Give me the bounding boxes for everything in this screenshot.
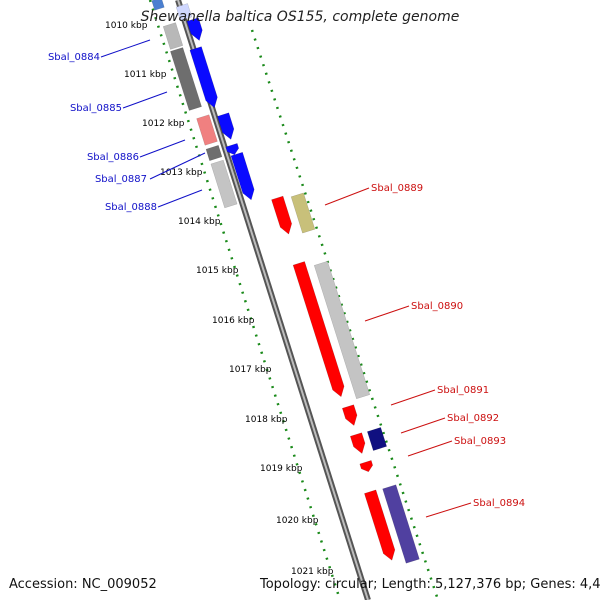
tick-label: 1016 kbp (212, 316, 255, 326)
gene-label[interactable]: Sbal_0891 (437, 385, 489, 396)
gc-bar (290, 192, 316, 234)
gc-bar (151, 0, 165, 11)
gc-bar (196, 114, 218, 146)
gc-bar (205, 144, 223, 162)
map-title: Shewanella baltica OS155, complete genom… (140, 9, 460, 25)
gc-bar (382, 484, 420, 564)
leader-lines-right (324, 187, 472, 518)
gene-label[interactable]: Sbal_0890 (411, 301, 463, 312)
gene-arrow-sbal0887[interactable] (225, 143, 239, 156)
gc-bar (210, 159, 238, 209)
gc-bar (170, 47, 202, 111)
gene-label[interactable]: Sbal_0892 (447, 413, 499, 424)
tick-label: 1013 kbp (160, 168, 203, 178)
gene-arrow-sbal0892[interactable] (349, 432, 366, 454)
gene-label[interactable]: Sbal_0888 (105, 202, 157, 213)
gene-arrow-sbal0885[interactable] (189, 46, 218, 109)
gc-bar (175, 3, 193, 21)
accession-text: Accession: NC_009052 (9, 577, 157, 592)
tick-label: 1017 kbp (229, 365, 272, 375)
gc-bar (366, 427, 388, 451)
genome-summary: Topology: circular; Length: 5,127,376 bp… (260, 577, 600, 592)
gene-arrow-sbal0888[interactable] (230, 151, 255, 201)
gene-arrow-sbal0889[interactable] (271, 195, 292, 235)
tick-label: 1018 kbp (245, 415, 288, 425)
gene-arrow-sbal0891[interactable] (341, 404, 358, 426)
gc-bar (313, 260, 371, 400)
gene-arrow-sbal0894[interactable] (364, 489, 396, 561)
gene-arrow-sbal0893[interactable] (359, 460, 373, 473)
gene-features (151, 0, 420, 564)
tick-label: 1019 kbp (260, 464, 303, 474)
gene-label[interactable]: Sbal_0885 (70, 103, 122, 114)
tick-labels: 1010 kbp 1011 kbp 1012 kbp 1013 kbp 1014… (105, 21, 334, 577)
gc-bar (162, 22, 184, 50)
gene-label[interactable]: Sbal_0893 (454, 436, 506, 447)
gene-label[interactable]: Sbal_0894 (473, 498, 525, 509)
gene-labels-right: Sbal_0889 Sbal_0890 Sbal_0891 Sbal_0892 … (371, 183, 525, 509)
gene-arrow-sbal0890[interactable] (292, 261, 345, 398)
tick-label: 1010 kbp (105, 21, 148, 31)
gene-arrow-sbal0886[interactable] (217, 112, 235, 140)
leader-lines-left (100, 39, 206, 208)
gene-arrow-sbal0884[interactable] (186, 17, 203, 41)
tick-label: 1014 kbp (178, 217, 221, 227)
gene-label[interactable]: Sbal_0889 (371, 183, 423, 194)
gene-label[interactable]: Sbal_0884 (48, 52, 100, 63)
ruler-tracks (148, 0, 440, 600)
ruler-track-right (250, 29, 440, 600)
tick-label: 1020 kbp (276, 516, 319, 526)
gene-label[interactable]: Sbal_0886 (87, 152, 139, 163)
tick-label: 1011 kbp (124, 70, 167, 80)
gene-label[interactable]: Sbal_0887 (95, 174, 147, 185)
tick-label: 1015 kbp (196, 266, 239, 276)
tick-label: 1021 kbp (291, 567, 334, 577)
gene-labels-left: Sbal_0884 Sbal_0885 Sbal_0886 Sbal_0887 … (48, 52, 157, 213)
tick-label: 1012 kbp (142, 119, 185, 129)
